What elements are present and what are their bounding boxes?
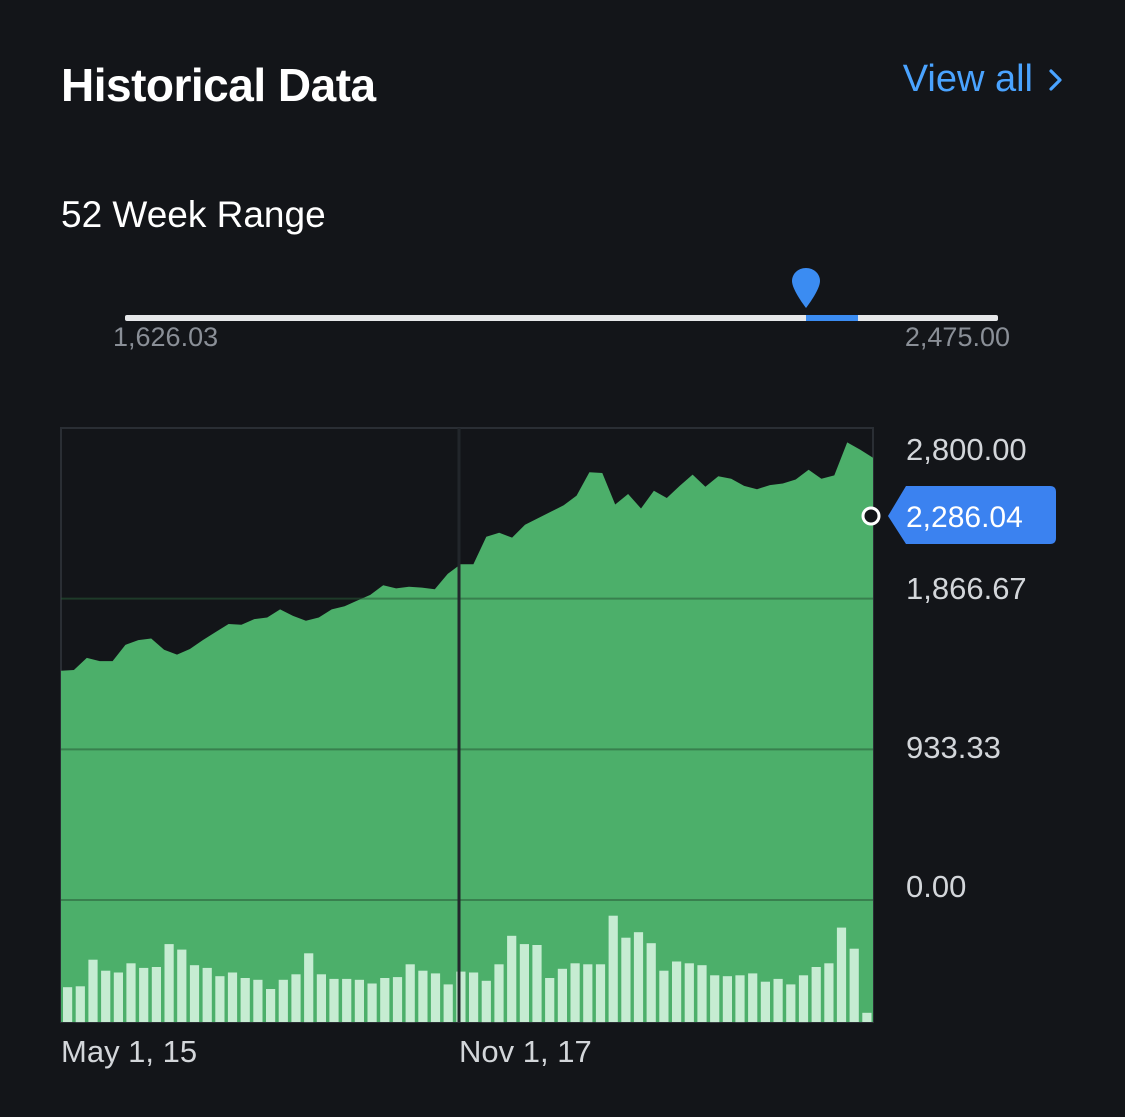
volume-bar — [748, 973, 758, 1022]
volume-bar — [380, 978, 390, 1022]
volume-bar — [291, 974, 301, 1022]
volume-bar — [773, 978, 783, 1022]
volume-bar — [126, 963, 136, 1022]
volume-bar — [862, 1012, 872, 1022]
range-current-fill — [805, 315, 858, 321]
volume-bar — [177, 949, 187, 1022]
y-tick-label: 1,866.67 — [906, 571, 1027, 606]
volume-bar — [88, 959, 98, 1022]
volume-bar — [557, 968, 567, 1022]
volume-bar — [507, 935, 517, 1022]
volume-bar — [113, 972, 123, 1022]
volume-bar — [646, 943, 656, 1022]
x-tick-label: Nov 1, 17 — [459, 1034, 592, 1069]
volume-bar — [392, 977, 403, 1022]
range-title: 52 Week Range — [61, 194, 326, 235]
volume-bar — [621, 937, 631, 1022]
volume-bar — [633, 932, 644, 1022]
range-low-label: 1,626.03 — [113, 322, 219, 352]
volume-bar — [139, 967, 149, 1022]
volume-bar — [227, 972, 238, 1022]
volume-bar — [710, 975, 720, 1023]
volume-bar — [684, 963, 694, 1022]
volume-bar — [798, 975, 809, 1023]
last-value-label: 2,286.04 — [906, 501, 1023, 534]
price-area — [61, 442, 873, 1022]
volume-bar — [595, 964, 606, 1023]
last-point-marker — [861, 506, 881, 526]
volume-bar — [316, 974, 326, 1022]
volume-bar — [304, 953, 314, 1023]
location-pin-icon — [791, 268, 820, 308]
volume-bar — [354, 979, 364, 1022]
range-high-label: 2,475.00 — [904, 322, 1010, 352]
volume-bar — [367, 983, 377, 1022]
volume-bar — [570, 963, 580, 1022]
volume-bar — [63, 987, 73, 1022]
y-tick-label: 0.00 — [906, 869, 966, 904]
volume-bar — [266, 989, 276, 1022]
volume-bar — [430, 973, 441, 1022]
volume-bar — [215, 976, 225, 1022]
volume-bar — [494, 964, 504, 1023]
volume-bar — [253, 979, 263, 1022]
x-tick-label: May 1, 15 — [61, 1034, 197, 1069]
volume-bar — [329, 978, 339, 1022]
volume-bar — [151, 967, 161, 1022]
volume-bar — [101, 970, 111, 1022]
volume-bar — [189, 965, 200, 1022]
volume-bar — [481, 980, 491, 1023]
volume-bar — [164, 944, 174, 1022]
volume-bar — [418, 970, 428, 1022]
view-all-label: View all — [902, 58, 1033, 100]
volume-bar — [532, 945, 542, 1022]
y-tick-label: 2,800.00 — [906, 432, 1027, 467]
volume-bar — [342, 978, 352, 1022]
volume-bar — [278, 979, 288, 1022]
volume-bar — [672, 961, 682, 1022]
volume-bar — [456, 971, 466, 1022]
volume-bar — [405, 964, 415, 1023]
volume-bar — [786, 984, 796, 1022]
view-all-link[interactable]: View all — [903, 58, 1065, 101]
volume-bar — [760, 981, 770, 1022]
page-title: Historical Data — [61, 59, 376, 111]
y-tick-label: 933.33 — [906, 730, 1001, 765]
volume-bar — [583, 964, 593, 1023]
last-value-badge — [888, 486, 1056, 544]
volume-bar — [469, 972, 479, 1022]
volume-bar — [735, 975, 745, 1023]
volume-bar — [659, 970, 669, 1022]
volume-bar — [519, 944, 529, 1022]
range-slider-track — [125, 315, 998, 321]
chevron-right-icon — [1049, 68, 1062, 91]
volume-bar — [608, 915, 618, 1022]
volume-bar — [849, 948, 859, 1022]
volume-bar — [811, 967, 821, 1022]
volume-bar — [836, 927, 847, 1022]
volume-bar — [240, 978, 250, 1022]
volume-bar — [545, 978, 555, 1022]
volume-bar — [722, 976, 732, 1022]
volume-bar — [75, 986, 85, 1023]
volume-bar — [202, 967, 212, 1022]
volume-bar — [697, 965, 707, 1022]
volume-bar — [443, 984, 453, 1022]
volume-bar — [824, 963, 834, 1022]
